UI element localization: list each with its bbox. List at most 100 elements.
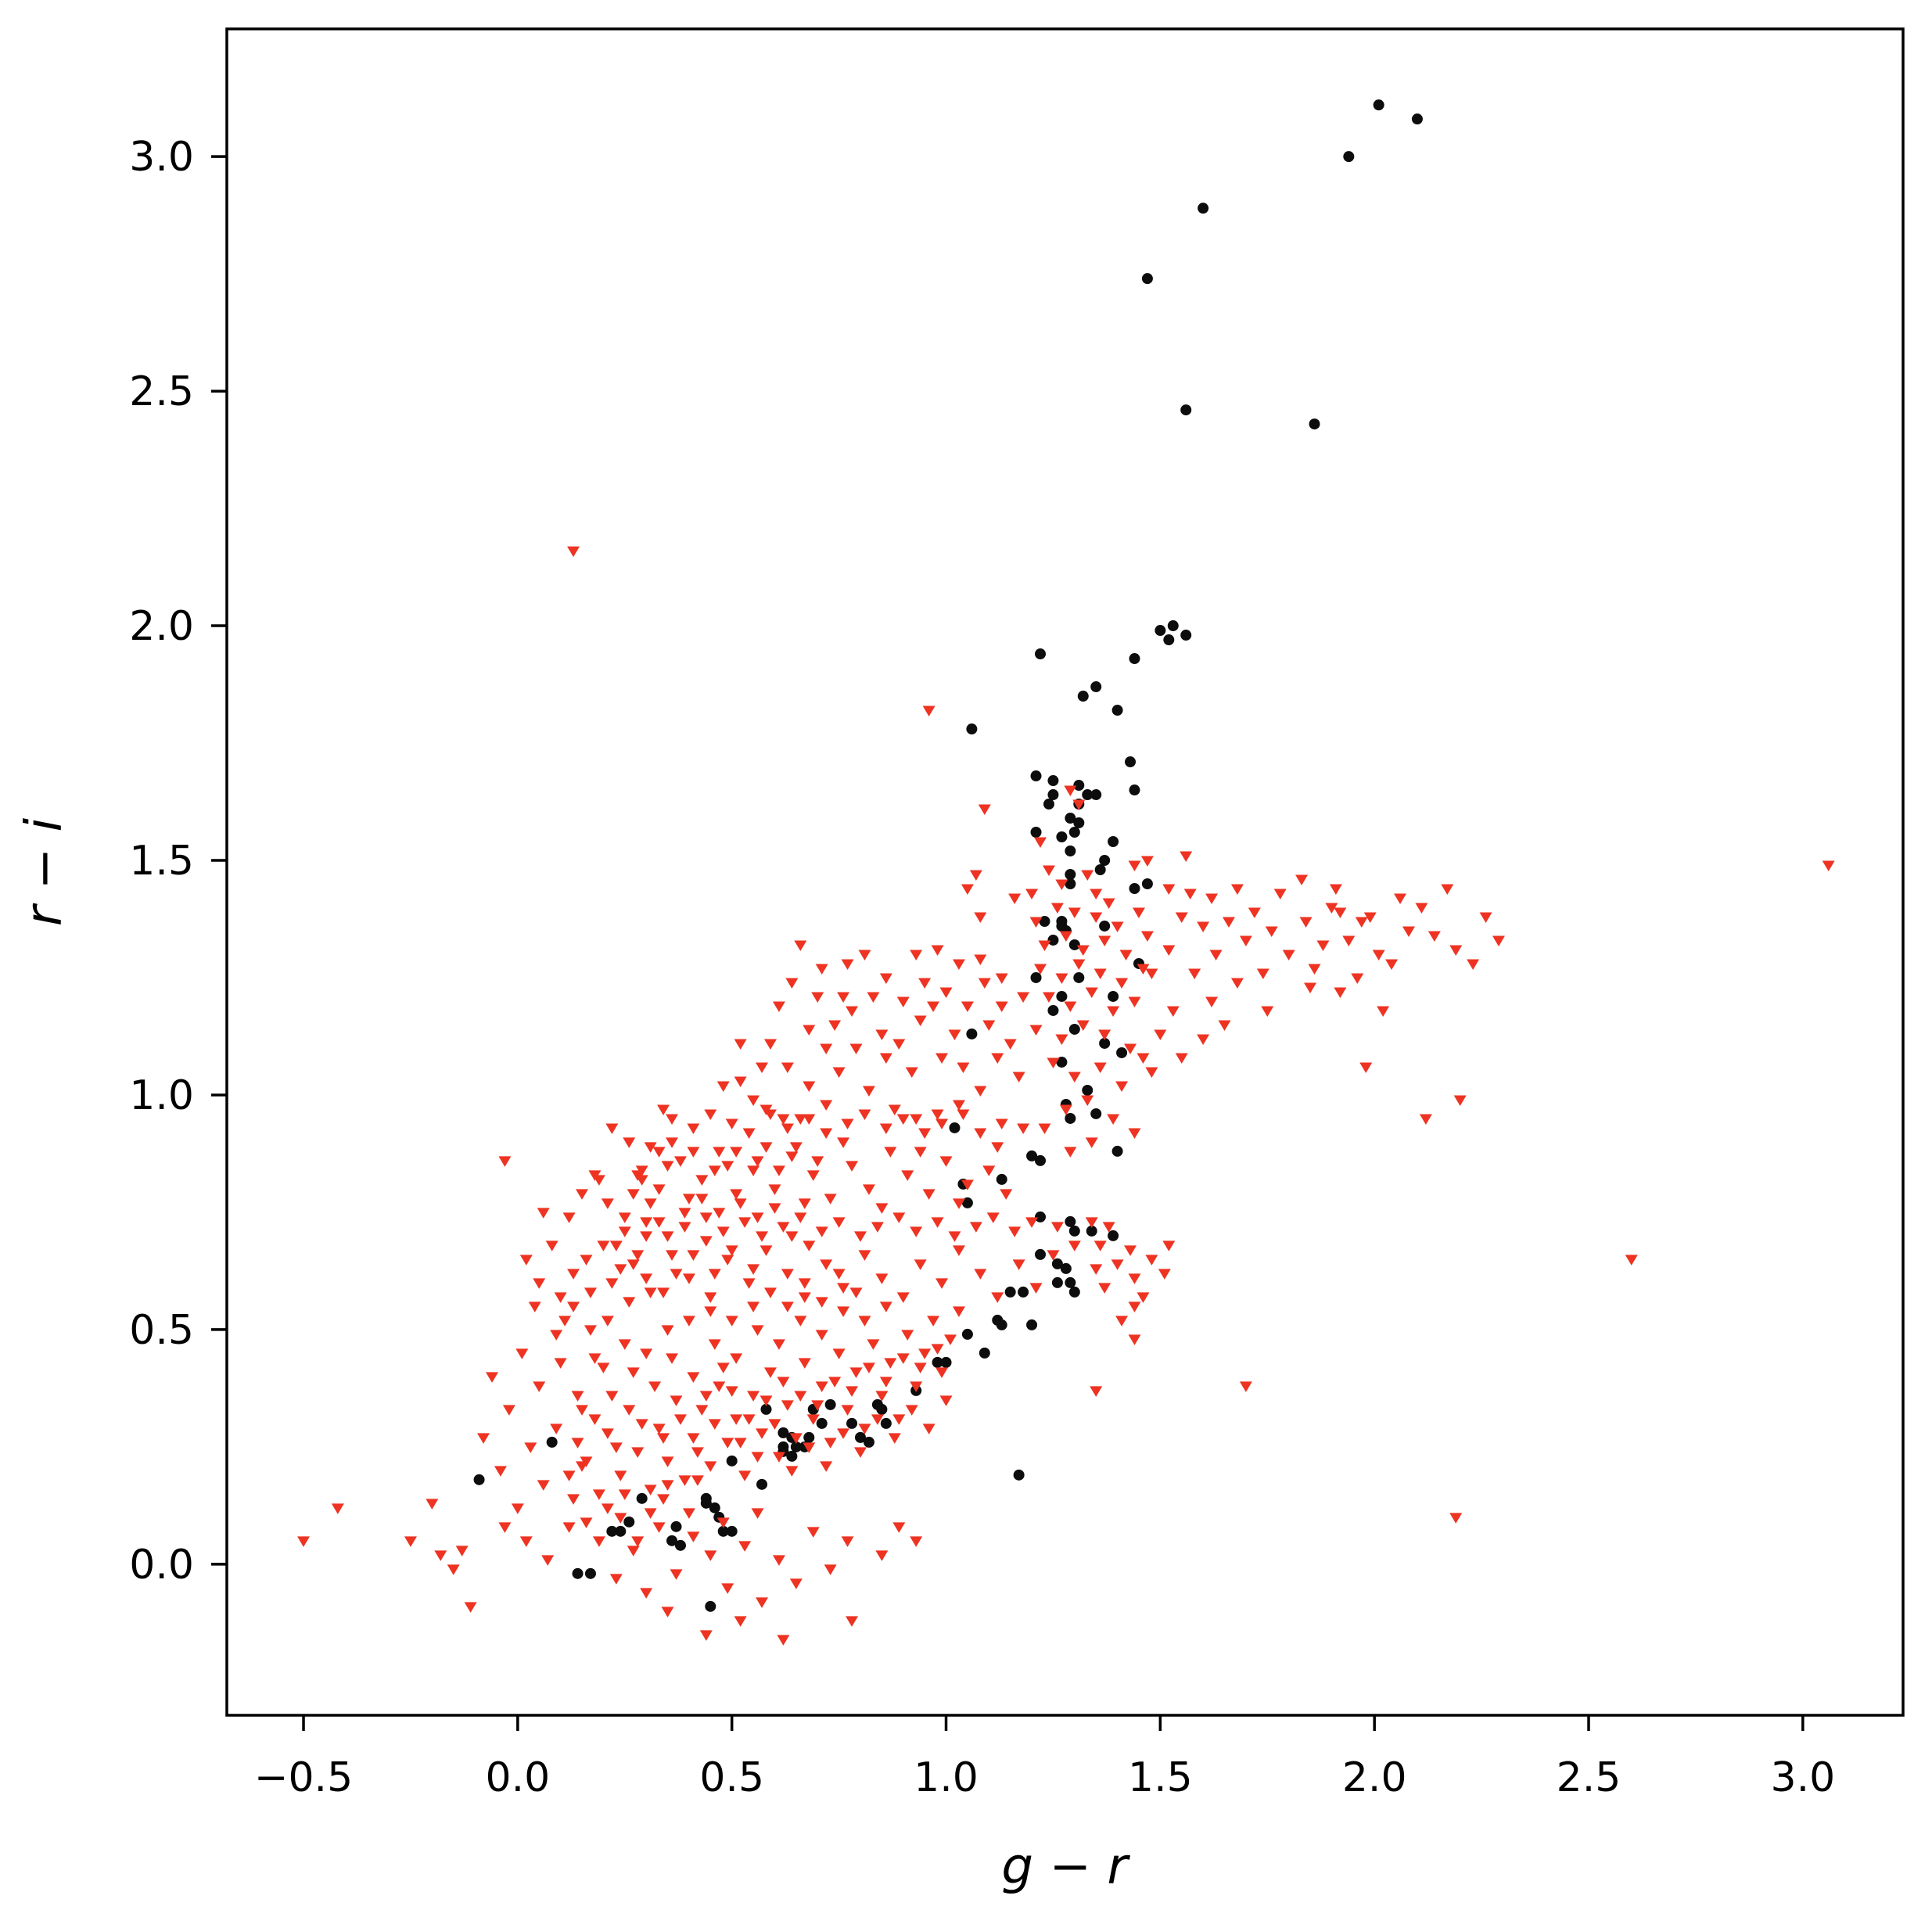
scatter-point-triangle bbox=[550, 1424, 563, 1434]
scatter-point-triangle bbox=[519, 1536, 533, 1547]
scatter-point-triangle bbox=[763, 1039, 777, 1050]
scatter-point-triangle bbox=[734, 1076, 747, 1087]
scatter-point-triangle bbox=[721, 1583, 734, 1594]
scatter-point-triangle bbox=[1064, 1147, 1077, 1158]
scatter-point-triangle bbox=[751, 1508, 764, 1519]
scatter-point-circle bbox=[1026, 1319, 1038, 1330]
scatter-point-triangle bbox=[1154, 1029, 1167, 1040]
scatter-point-circle bbox=[1082, 789, 1093, 801]
scatter-point-triangle bbox=[631, 1250, 645, 1261]
scatter-point-triangle bbox=[699, 1630, 713, 1641]
scatter-point-circle bbox=[1073, 817, 1085, 829]
scatter-point-triangle bbox=[721, 1438, 734, 1449]
scatter-point-triangle bbox=[798, 1292, 811, 1303]
scatter-point-triangle bbox=[853, 1447, 867, 1458]
scatter-point-triangle bbox=[794, 1114, 807, 1125]
scatter-point-circle bbox=[932, 1356, 943, 1368]
scatter-point-circle bbox=[1163, 634, 1175, 646]
scatter-point-circle bbox=[584, 1567, 596, 1579]
scatter-point-triangle bbox=[747, 1095, 760, 1106]
scatter-point-triangle bbox=[592, 1536, 605, 1547]
scatter-point-triangle bbox=[922, 1189, 935, 1200]
scatter-point-triangle bbox=[1090, 1264, 1103, 1275]
scatter-point-triangle bbox=[519, 1255, 533, 1266]
scatter-point-triangle bbox=[1222, 917, 1235, 928]
scatter-point-triangle bbox=[1093, 968, 1107, 979]
scatter-point-triangle bbox=[644, 1508, 657, 1519]
scatter-point-triangle bbox=[1081, 870, 1094, 881]
scatter-point-triangle bbox=[1265, 926, 1278, 937]
x-tick-label: 1.0 bbox=[914, 1754, 979, 1801]
x-axis-label: g − r bbox=[1001, 1838, 1130, 1896]
scatter-point-triangle bbox=[716, 1226, 730, 1237]
scatter-point-triangle bbox=[687, 1433, 700, 1444]
scatter-point-triangle bbox=[550, 1330, 563, 1341]
scatter-point-triangle bbox=[661, 1480, 674, 1491]
scatter-point-triangle bbox=[614, 1470, 627, 1481]
scatter-point-triangle bbox=[957, 1062, 970, 1073]
scatter-point-circle bbox=[1343, 151, 1355, 163]
scatter-point-triangle bbox=[618, 1212, 631, 1223]
scatter-point-triangle bbox=[798, 1358, 811, 1369]
scatter-point-circle bbox=[546, 1436, 558, 1448]
scatter-point-triangle bbox=[910, 1381, 923, 1392]
scatter-point-triangle bbox=[862, 1086, 875, 1097]
scatter-point-circle bbox=[760, 1403, 772, 1415]
scatter-point-triangle bbox=[1034, 837, 1047, 849]
scatter-point-triangle bbox=[562, 1470, 576, 1481]
axes-spines bbox=[225, 27, 1905, 1717]
scatter-point-triangle bbox=[896, 1353, 910, 1364]
scatter-point-triangle bbox=[927, 1316, 940, 1327]
scatter-point-triangle bbox=[567, 1301, 580, 1312]
scatter-point-triangle bbox=[1093, 1062, 1107, 1073]
scatter-point-circle bbox=[1198, 203, 1209, 214]
scatter-point-triangle bbox=[828, 1377, 842, 1388]
scatter-point-triangle bbox=[1128, 996, 1141, 1007]
scatter-point-triangle bbox=[892, 1212, 906, 1223]
scatter-point-triangle bbox=[734, 1039, 747, 1050]
scatter-point-circle bbox=[1065, 878, 1076, 889]
scatter-point-triangle bbox=[1042, 992, 1055, 1003]
scatter-point-circle bbox=[717, 1525, 729, 1537]
scatter-point-triangle bbox=[849, 1287, 863, 1298]
scatter-point-triangle bbox=[1822, 860, 1835, 872]
scatter-point-circle bbox=[1065, 1215, 1076, 1227]
scatter-point-circle bbox=[1108, 1230, 1119, 1241]
scatter-point-triangle bbox=[892, 1522, 906, 1533]
scatter-point-triangle bbox=[867, 992, 880, 1003]
scatter-point-triangle bbox=[896, 996, 910, 1007]
scatter-point-triangle bbox=[1098, 1029, 1111, 1040]
scatter-point-triangle bbox=[631, 1536, 645, 1547]
scatter-point-circle bbox=[961, 1197, 973, 1208]
scatter-point-triangle bbox=[716, 1517, 730, 1528]
scatter-point-triangle bbox=[944, 1334, 957, 1345]
scatter-point-triangle bbox=[1334, 987, 1347, 998]
scatter-point-triangle bbox=[798, 1278, 811, 1289]
scatter-point-circle bbox=[700, 1497, 712, 1509]
scatter-point-circle bbox=[1056, 831, 1068, 843]
scatter-point-triangle bbox=[404, 1536, 417, 1547]
scatter-point-triangle bbox=[974, 1269, 987, 1280]
scatter-point-triangle bbox=[1124, 1043, 1137, 1054]
scatter-point-triangle bbox=[584, 1287, 597, 1298]
scatter-point-triangle bbox=[524, 1442, 537, 1453]
scatter-point-triangle bbox=[820, 1128, 833, 1139]
scatter-point-triangle bbox=[905, 1067, 918, 1078]
scatter-point-triangle bbox=[426, 1499, 439, 1510]
scatter-point-triangle bbox=[884, 1147, 897, 1158]
scatter-point-triangle bbox=[824, 1564, 837, 1575]
scatter-point-circle bbox=[615, 1525, 627, 1537]
scatter-point-triangle bbox=[708, 1269, 721, 1280]
scatter-point-triangle bbox=[1000, 1189, 1013, 1200]
scatter-point-triangle bbox=[846, 1616, 859, 1627]
scatter-point-triangle bbox=[824, 1438, 837, 1449]
scatter-point-circle bbox=[1047, 934, 1059, 946]
scatter-point-triangle bbox=[1197, 921, 1210, 932]
scatter-point-triangle bbox=[1090, 1386, 1103, 1397]
scatter-point-triangle bbox=[1299, 917, 1313, 928]
scatter-point-triangle bbox=[738, 1470, 752, 1481]
scatter-point-triangle bbox=[1183, 889, 1197, 899]
scatter-point-triangle bbox=[331, 1503, 344, 1514]
scatter-point-triangle bbox=[537, 1480, 550, 1491]
scatter-point-triangle bbox=[687, 1123, 700, 1134]
